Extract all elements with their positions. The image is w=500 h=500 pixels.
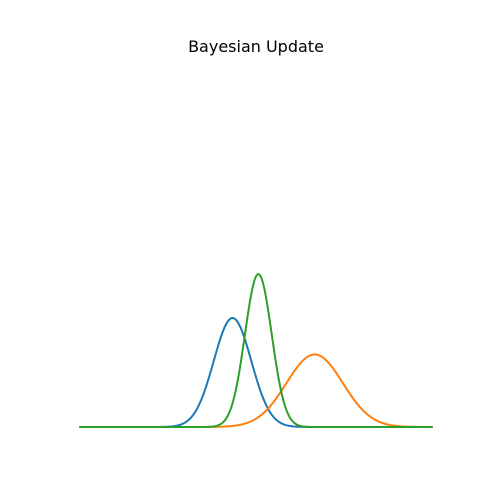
chart-title: Bayesian Update (188, 37, 324, 56)
series-line-3 (79, 273, 433, 428)
series-layer (79, 273, 433, 428)
